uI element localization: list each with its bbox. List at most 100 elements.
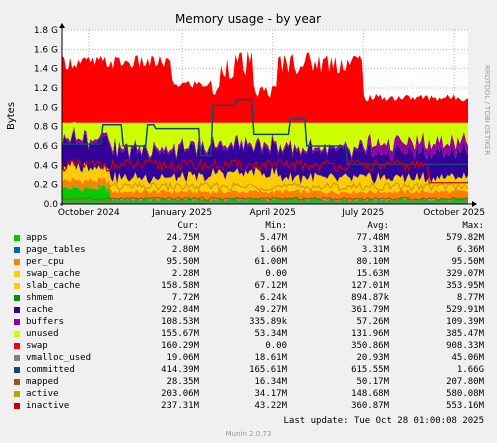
legend-cur: 7.72M [171,293,199,303]
y-tick-label: 0.8 G [34,123,58,133]
legend-min: 16.34M [254,377,287,387]
legend-min: 5.47M [259,233,287,243]
y-tick-label: 1.6 G [34,45,58,55]
legend-min: 67.12M [254,281,287,291]
legend-max: 109.39M [446,317,484,327]
legend-swatch [14,379,20,385]
legend-min: 43.22M [254,401,287,411]
legend-max: 353.95M [446,281,484,291]
x-axis-arrow [472,201,477,207]
area-buffers [62,126,468,162]
legend-row: swap_cache 2.28M 0.00 15.63M 329.07M [0,268,497,280]
legend-name: shmem [26,293,54,303]
legend-avg: 127.01M [351,281,389,291]
line-active [61,181,469,192]
legend-cur: 155.67M [161,329,199,339]
legend-min: 53.34M [254,329,287,339]
legend-name: unused [26,329,59,339]
legend-min: 335.89k [249,317,287,327]
rrdtool-credit: RRDTOOL / TOBI OETIKER [483,65,491,155]
legend-name: per_cpu [26,257,64,267]
legend-avg: 131.96M [351,329,389,339]
area-per_cpu [62,176,468,202]
legend-max: 207.80M [446,377,484,387]
legend-cur: 292.84M [161,305,199,315]
legend-name: apps [26,233,48,243]
legend-min: 6.24k [259,293,287,303]
legend-avg: 350.86M [351,341,389,351]
legend-cur: 108.53M [161,317,199,327]
legend-name: active [26,389,59,399]
legend-max: 580.08M [446,389,484,399]
chart-title: Memory usage - by year [175,12,321,26]
column-min: Min: [265,221,287,231]
legend-min: 49.27M [254,305,287,315]
legend-name: swap [26,341,48,351]
column-avg: Avg: [367,221,389,231]
y-tick-label: 1.4 G [34,65,58,75]
legend-avg: 894.87k [351,293,389,303]
munin-version: Munin 2.0.73 [225,430,272,438]
legend-row: committed 414.39M 165.61M 615.55M 1.66G [0,364,497,376]
legend-avg: 57.26M [356,317,389,327]
legend-swatch [14,355,20,361]
legend-name: vmalloc_used [26,353,92,363]
column-max: Max: [462,221,484,231]
legend-max: 329.07M [446,269,484,279]
legend-table: Cur: Min: Avg: Max: apps 24.75M 5.47M 77.48… [0,220,497,412]
legend-row: per_cpu 95.50M 61.00M 80.10M 95.50M [0,256,497,268]
legend-cur: 237.31M [161,401,199,411]
x-tick-label: January 2025 [151,208,212,218]
area-cache [62,129,468,185]
legend-name: slab_cache [26,281,81,291]
legend-min: 0.00 [265,341,287,351]
legend-min: 1.66M [259,245,287,255]
y-axis-arrow [59,23,65,28]
legend-avg: 361.79M [351,305,389,315]
x-axis-ticks: October 2024 January 2025 April 2025 July 2… [58,208,485,218]
legend-min: 165.61M [249,365,287,375]
legend-name: mapped [26,377,59,387]
legend-swatch [14,319,20,325]
legend-row: buffers 108.53M 335.89k 57.26M 109.39M [0,316,497,328]
y-tick-label: 0.2 G [34,181,58,191]
legend-name: swap_cache [26,269,81,279]
legend-row: vmalloc_used 19.06M 18.61M 20.93M 45.06M [0,352,497,364]
y-tick-label: 1.0 G [34,103,58,113]
series-lines [61,98,469,203]
x-tick-label: April 2025 [250,208,296,218]
legend-row: apps 24.75M 5.47M 77.48M 579.82M [0,232,497,244]
legend-swatch [14,343,20,349]
legend-cur: 95.50M [166,257,199,267]
legend-avg: 77.48M [356,233,389,243]
legend-min: 34.17M [254,389,287,399]
y-tick-label: 0.6 G [34,142,58,152]
legend-name: committed [26,365,75,375]
legend-swatch [14,295,20,301]
legend-rows: apps 24.75M 5.47M 77.48M 579.82M page_tables 2… [0,232,497,412]
legend-avg: 20.93M [356,353,389,363]
legend-row: cache 292.84M 49.27M 361.79M 529.91M [0,304,497,316]
legend-max: 908.33M [446,341,484,351]
legend-cur: 158.58M [161,281,199,291]
legend-cur: 414.39M [161,365,199,375]
legend-max: 529.91M [446,305,484,315]
legend-cur: 203.06M [161,389,199,399]
legend-min: 61.00M [254,257,287,267]
legend-row: unused 155.67M 53.34M 131.96M 385.47M [0,328,497,340]
legend-max: 553.16M [446,401,484,411]
area-swap_cache [62,174,468,194]
legend-min: 18.61M [254,353,287,363]
legend-avg: 360.87M [351,401,389,411]
legend-row: swap 160.29M 0.00 350.86M 908.33M [0,340,497,352]
legend-avg: 615.55M [351,365,389,375]
legend-avg: 15.63M [356,269,389,279]
legend-swatch [14,283,20,289]
y-axis-ticks: 0.0 0.2 G 0.4 G 0.6 G 0.8 G 1.0 G 1.2 G 1.4 G 1.… [34,26,58,210]
line-mapped [61,196,469,202]
legend-min: 0.00 [265,269,287,279]
legend-row: inactive 237.31M 43.22M 360.87M 553.16M [0,400,497,412]
area-swap [62,50,468,123]
x-tick-label: October 2024 [58,208,120,218]
